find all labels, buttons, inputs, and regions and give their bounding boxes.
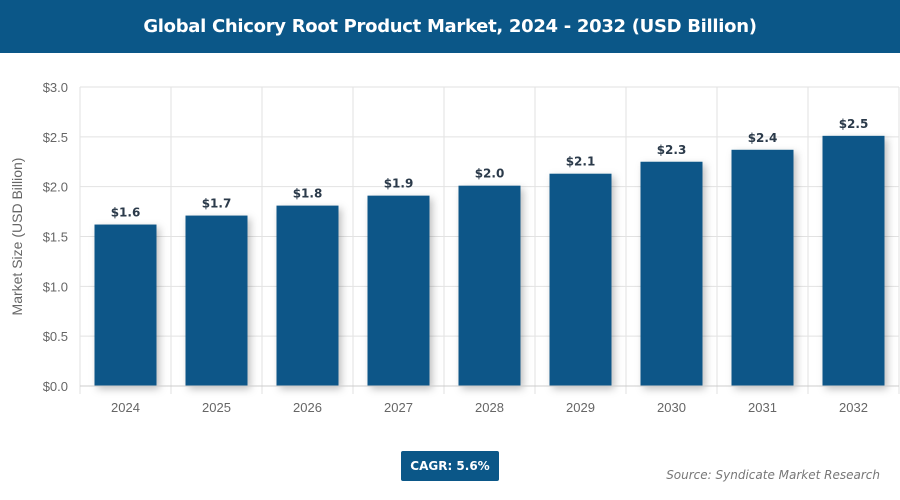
x-tick-label: 2025 — [202, 400, 231, 415]
bar-2026 — [276, 205, 339, 386]
bar-2028 — [458, 185, 521, 386]
source-note: Source: Syndicate Market Research — [666, 468, 880, 482]
bar-2030 — [640, 161, 703, 386]
cagr-badge: CAGR: 5.6% — [401, 451, 499, 481]
y-tick-label: $3.0 — [43, 80, 68, 95]
x-tick-label: 2029 — [566, 400, 595, 415]
y-axis-title: Market Size (USD Billion) — [9, 158, 25, 316]
data-label: $1.8 — [293, 187, 323, 201]
bar-2029 — [549, 173, 612, 386]
y-tick-label: $0.0 — [43, 379, 68, 394]
bar-2032 — [822, 135, 885, 386]
data-label: $2.5 — [839, 117, 869, 131]
y-tick-label: $1.0 — [43, 279, 68, 294]
x-tick-label: 2032 — [839, 400, 868, 415]
bar-2024 — [94, 224, 157, 386]
data-label: $2.3 — [657, 143, 687, 157]
x-tick-label: 2028 — [475, 400, 504, 415]
x-tick-label: 2026 — [293, 400, 322, 415]
data-label: $2.0 — [475, 167, 505, 181]
x-tick-label: 2030 — [657, 400, 686, 415]
bar-2025 — [185, 215, 248, 386]
bar-2027 — [367, 195, 430, 386]
y-tick-label: $0.5 — [43, 329, 68, 344]
data-label: $1.6 — [111, 206, 141, 220]
data-label: $2.1 — [566, 155, 596, 169]
y-tick-label: $1.5 — [43, 230, 68, 245]
data-label: $1.7 — [202, 197, 232, 211]
x-tick-label: 2031 — [748, 400, 777, 415]
data-label: $1.9 — [384, 177, 414, 191]
bar-chart: $0.0 $0.5 $1.0 $1.5 $2.0 $2.5 $3.0 $1.6 2024 $1.7… — [9, 80, 900, 415]
y-tick-label: $2.5 — [43, 130, 68, 145]
y-tick-label: $2.0 — [43, 180, 68, 195]
x-tick-label: 2027 — [384, 400, 413, 415]
data-label: $2.4 — [748, 131, 778, 145]
chart-title: Global Chicory Root Product Market, 2024… — [0, 0, 900, 53]
x-tick-label: 2024 — [111, 400, 140, 415]
bar-2031 — [731, 149, 794, 386]
